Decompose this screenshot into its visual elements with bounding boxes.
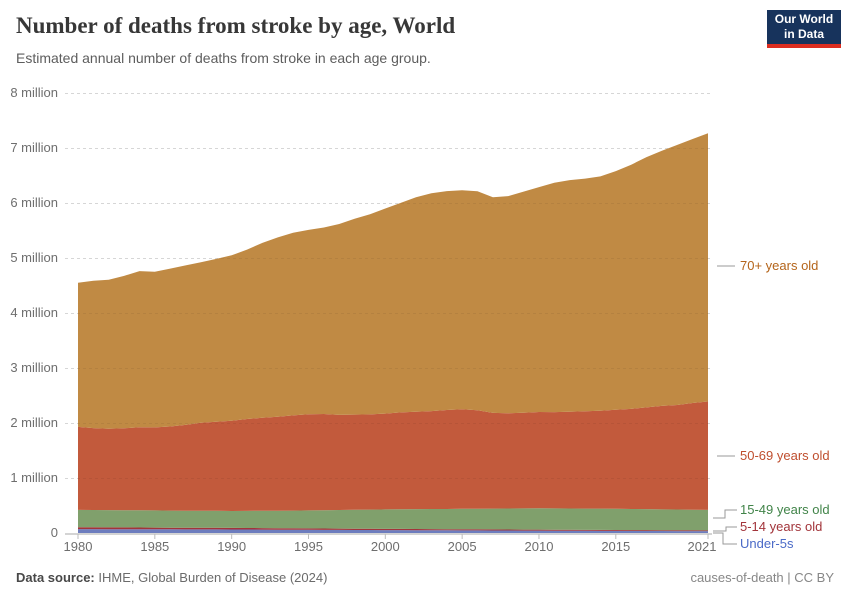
y-axis-tick-label: 1 million	[10, 470, 58, 485]
legend-connector-line	[713, 532, 737, 545]
y-axis-tick-label: 3 million	[10, 360, 58, 375]
x-axis-tick-label: 1980	[63, 539, 93, 554]
series-label-15-49-years-old[interactable]: 15-49 years old	[740, 502, 830, 517]
y-axis-tick-label: 7 million	[10, 140, 58, 155]
x-axis-tick-label: 2021	[687, 539, 717, 554]
area-70-years-old[interactable]	[78, 133, 708, 429]
series-label-under-5s[interactable]: Under-5s	[740, 536, 794, 551]
x-axis-tick-label: 2000	[370, 539, 400, 554]
page-title: Number of deaths from stroke by age, Wor…	[16, 13, 456, 38]
logo-line1: Our World	[774, 12, 834, 26]
chart-subtitle: Estimated annual number of deaths from s…	[16, 50, 431, 66]
area-5-14-years-old[interactable]	[78, 527, 708, 532]
x-axis-tick-label: 2010	[524, 539, 554, 554]
y-axis-tick-label: 2 million	[10, 415, 58, 430]
series-label-5-14-years-old[interactable]: 5-14 years old	[740, 519, 823, 534]
x-axis-tick-label: 1995	[294, 539, 323, 554]
x-axis-tick-label: 1990	[217, 539, 247, 554]
y-axis-tick-label: 0	[50, 525, 58, 540]
y-axis-tick-label: 5 million	[10, 250, 58, 265]
x-axis-tick-label: 1985	[140, 539, 170, 554]
y-axis-tick-label: 6 million	[10, 195, 58, 210]
legend-connector-line	[713, 509, 737, 519]
area-under-5s[interactable]	[78, 529, 708, 533]
y-axis-tick-label: 8 million	[10, 85, 58, 100]
y-axis-tick-label: 4 million	[10, 305, 58, 320]
series-label-70-years-old[interactable]: 70+ years old	[740, 258, 819, 273]
data-source: Data source: IHME, Global Burden of Dise…	[16, 570, 327, 585]
x-axis-tick-label: 2015	[601, 539, 631, 554]
x-axis-tick-label: 2005	[447, 539, 477, 554]
area-50-69-years-old[interactable]	[78, 401, 708, 512]
legend-connector-line	[713, 526, 737, 532]
license-note: causes-of-death | CC BY	[690, 570, 834, 585]
owid-logo[interactable]: Our World in Data	[767, 10, 841, 48]
data-source-value: IHME, Global Burden of Disease (2024)	[98, 570, 328, 585]
data-source-label: Data source:	[16, 570, 95, 585]
series-label-50-69-years-old[interactable]: 50-69 years old	[740, 448, 830, 463]
logo-line2: in Data	[783, 27, 824, 41]
area-15-49-years-old[interactable]	[78, 508, 708, 531]
